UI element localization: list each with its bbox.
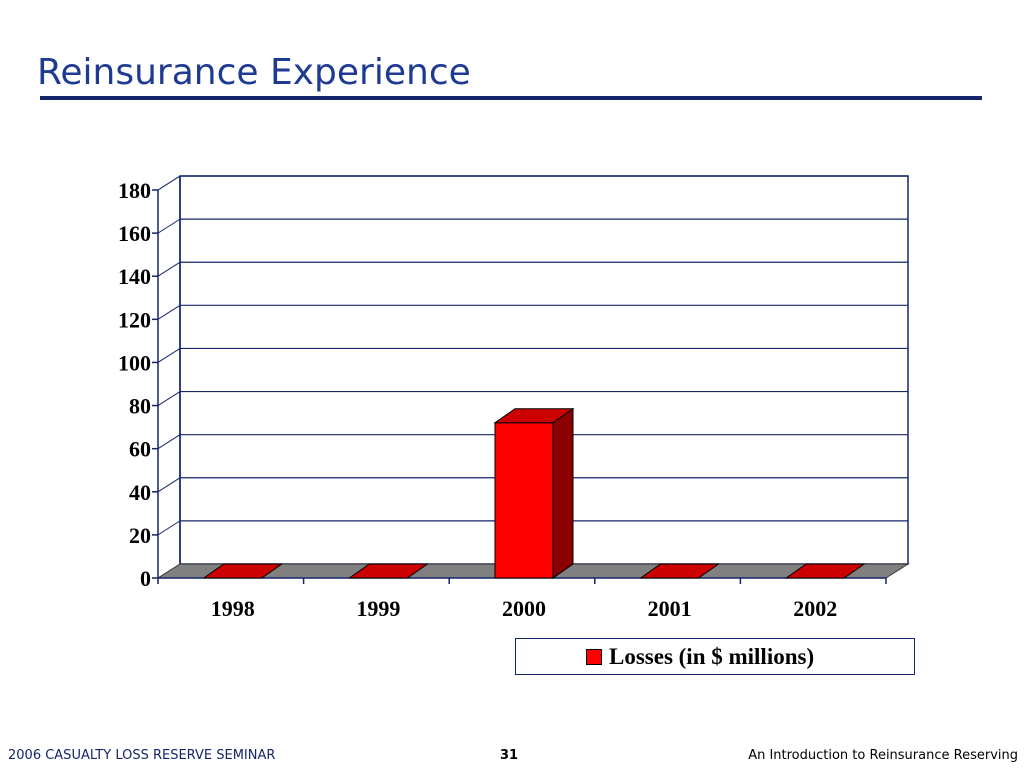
- title-underline: [40, 96, 982, 100]
- page-number: 31: [500, 748, 519, 763]
- x-tick-label-2000: 2000: [502, 596, 546, 621]
- gridline-side: [157, 391, 181, 406]
- x-tick-label-1998: 1998: [211, 596, 255, 621]
- bar-2002: [784, 563, 866, 579]
- footer-seminar: 2006 CASUALTY LOSS RESERVE SEMINAR: [8, 748, 276, 763]
- gridline-side: [157, 520, 181, 536]
- y-tick-label: 20: [129, 523, 151, 548]
- y-tick-label: 80: [129, 394, 151, 419]
- gridline-side: [157, 434, 181, 450]
- bar-side-2000: [552, 407, 574, 579]
- legend-label-losses: Losses (in $ millions): [609, 644, 815, 669]
- y-tick-label: 0: [140, 566, 151, 591]
- gridline-side: [157, 304, 181, 320]
- slide-title: Reinsurance Experience: [37, 52, 471, 93]
- bar-1999: [347, 563, 429, 579]
- gridline-side: [157, 348, 181, 363]
- y-tick-label: 160: [118, 221, 151, 246]
- y-tick-label: 40: [129, 480, 151, 505]
- side-wall-top: [157, 175, 181, 191]
- x-tick-label-2001: 2001: [648, 596, 692, 621]
- y-tick-label: 120: [118, 307, 151, 332]
- x-tick-label-1999: 1999: [356, 596, 400, 621]
- x-tick-label-2002: 2002: [793, 596, 837, 621]
- gridline-side: [157, 218, 181, 234]
- bar-1998: [202, 563, 284, 579]
- y-tick-label: 60: [129, 437, 151, 462]
- footer-presentation-title: An Introduction to Reinsurance Reserving: [748, 748, 1018, 763]
- legend-swatch-losses: [586, 649, 602, 665]
- y-tick-label: 180: [118, 178, 151, 203]
- chart-legend: Losses (in $ millions): [515, 638, 915, 675]
- bar-2000: [494, 422, 554, 579]
- gridline-side: [157, 477, 181, 493]
- gridline-side: [157, 261, 181, 277]
- y-tick-label: 100: [118, 350, 151, 375]
- bar-2001: [639, 563, 721, 579]
- y-tick-label: 140: [118, 264, 151, 289]
